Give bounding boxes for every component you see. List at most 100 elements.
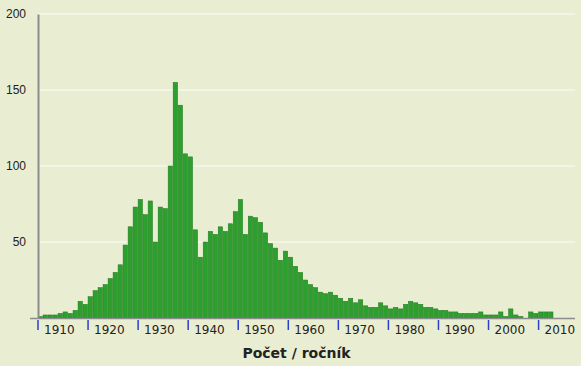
x-axis-title: Počet / ročník [242, 345, 351, 361]
y-axis-line [38, 15, 40, 319]
bar [463, 313, 467, 318]
bar [288, 257, 292, 318]
grid-line [38, 90, 575, 91]
bar [233, 212, 237, 318]
x-tick-mark [488, 320, 490, 330]
bar [348, 298, 352, 318]
bar [534, 313, 538, 318]
bar [238, 199, 242, 318]
bar [393, 307, 397, 318]
bar [343, 301, 347, 318]
bar [273, 248, 277, 318]
x-tick-label: 1960 [294, 323, 325, 337]
bar [378, 303, 382, 318]
bar [43, 315, 47, 318]
bar [153, 242, 157, 318]
bar [173, 82, 177, 318]
bar [123, 245, 127, 318]
x-tick-label: 2010 [545, 323, 576, 337]
bar [88, 297, 92, 318]
x-tick-label: 1920 [94, 323, 125, 337]
bar [248, 216, 252, 318]
bar [549, 312, 553, 318]
bar [148, 201, 152, 318]
y-tick-label: 150 [6, 83, 26, 97]
y-tick: 100 [6, 159, 38, 173]
x-tick-mark [338, 320, 340, 330]
bar [363, 306, 367, 318]
bar [293, 266, 297, 318]
bar [338, 298, 342, 318]
bar [433, 309, 437, 318]
bar [373, 307, 377, 318]
bar [514, 315, 518, 318]
y-tick: 200 [6, 7, 38, 21]
bar [403, 304, 407, 318]
bar [313, 288, 317, 318]
bar [469, 313, 473, 318]
bar [283, 251, 287, 318]
bar [328, 292, 332, 318]
bar [474, 313, 478, 318]
bar [193, 230, 197, 318]
bar [484, 315, 488, 318]
bar [383, 306, 387, 318]
bar [188, 157, 192, 318]
chart: 50 100 150 200 19101920193019401950196019701… [0, 0, 581, 366]
x-axis: 1910192019301940195019601970198019902000… [38, 320, 575, 337]
bar [308, 285, 312, 318]
x-tick-mark [87, 320, 89, 330]
bar [223, 231, 227, 318]
bar [263, 233, 267, 318]
y-tick-label: 100 [6, 159, 26, 173]
x-tick-mark [388, 320, 390, 330]
bar [529, 312, 533, 318]
bar [73, 310, 77, 318]
bar [333, 295, 337, 318]
bar [539, 312, 543, 318]
bar [198, 257, 202, 318]
bar [443, 310, 447, 318]
bar [63, 312, 67, 318]
bar [128, 227, 132, 318]
bar [318, 292, 322, 318]
bar [448, 312, 452, 318]
y-tick: 50 [13, 235, 38, 249]
x-tick-mark [438, 320, 440, 330]
bar [453, 312, 457, 318]
bar [168, 166, 172, 318]
bar [253, 218, 257, 318]
bar [418, 304, 422, 318]
bar [203, 242, 207, 318]
bar [213, 234, 217, 318]
bar [499, 312, 503, 318]
bar [103, 285, 107, 318]
bar [303, 280, 307, 318]
x-tick-mark [237, 320, 239, 330]
bar [98, 288, 102, 318]
bar [53, 315, 57, 318]
bar [138, 199, 142, 318]
x-tick-mark [187, 320, 189, 330]
bar [298, 272, 302, 318]
y-axis: 50 100 150 200 [6, 7, 39, 318]
y-tick-label: 200 [6, 7, 26, 21]
bar [278, 260, 282, 318]
x-tick-mark [288, 320, 290, 330]
bar [353, 303, 357, 318]
bar [458, 313, 462, 318]
bar [108, 278, 112, 318]
bar [489, 315, 493, 318]
bar [133, 207, 137, 318]
bar [93, 291, 97, 318]
bar [494, 315, 498, 318]
bar [368, 307, 372, 318]
bar [118, 265, 122, 318]
grid-line [38, 166, 575, 167]
grid-line [38, 242, 575, 243]
bar [323, 294, 327, 318]
bar [163, 209, 167, 318]
bar [408, 301, 412, 318]
bar [258, 222, 262, 318]
x-tick-label: 1940 [194, 323, 225, 337]
